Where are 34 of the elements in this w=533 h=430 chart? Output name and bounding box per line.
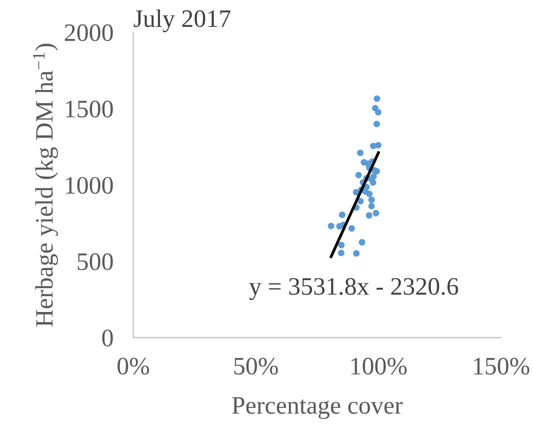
point: [338, 212, 346, 218]
point: [352, 188, 360, 196]
x-tick-label: 100%: [351, 358, 407, 375]
point: [357, 198, 364, 204]
point: [374, 108, 382, 116]
point: [368, 196, 375, 204]
point: [368, 202, 375, 210]
point: [357, 150, 364, 156]
point: [374, 142, 382, 148]
point: [374, 95, 380, 102]
y-axis-title: Herbage yield (kg DM ha$^{−1}$): [33, 44, 58, 327]
y-tick-label: 1000: [66, 176, 113, 194]
y-tick-label: 500: [78, 253, 113, 270]
x-axis-title: Percentage cover: [232, 397, 403, 420]
annotation: y = 3531.8x - 2320.6: [249, 278, 458, 300]
point: [366, 190, 373, 198]
point: [373, 120, 380, 128]
x-tick-label: 0%: [118, 358, 150, 375]
y-tick-label: 0: [102, 330, 113, 346]
point: [338, 242, 345, 248]
point: [358, 239, 366, 246]
point: [348, 225, 355, 232]
y-tick-label: 1500: [66, 100, 113, 118]
chart-title: July 2017: [134, 10, 230, 32]
point: [355, 172, 362, 178]
y-tick-label: 2000: [64, 24, 113, 42]
point: [338, 250, 344, 256]
point: [328, 222, 334, 230]
point: [372, 210, 380, 216]
point: [370, 179, 376, 186]
x-tick-label: 50%: [234, 358, 278, 375]
x-tick-label: 150%: [474, 358, 530, 375]
point: [353, 250, 360, 257]
point: [366, 212, 372, 219]
